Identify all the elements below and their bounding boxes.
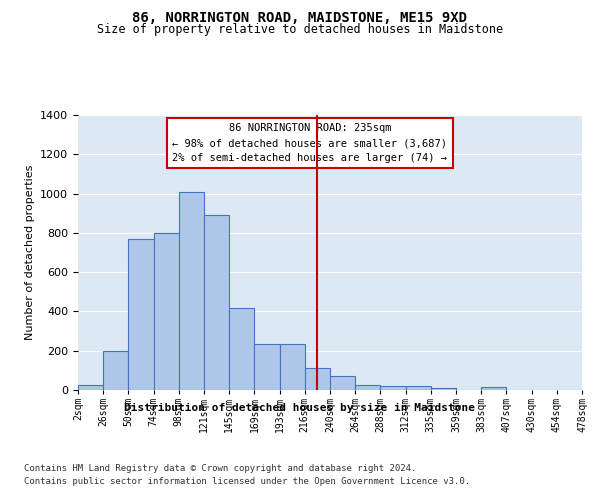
Bar [481, 387, 506, 390]
Y-axis label: Number of detached properties: Number of detached properties [25, 165, 35, 340]
Bar [204, 215, 229, 390]
Text: Contains HM Land Registry data © Crown copyright and database right 2024.: Contains HM Land Registry data © Crown c… [24, 464, 416, 473]
Text: Contains public sector information licensed under the Open Government Licence v3: Contains public sector information licen… [24, 477, 470, 486]
Bar [229, 308, 254, 390]
Bar [330, 376, 355, 390]
Bar [254, 344, 280, 390]
Bar [179, 192, 204, 390]
Text: 86, NORRINGTON ROAD, MAIDSTONE, ME15 9XD: 86, NORRINGTON ROAD, MAIDSTONE, ME15 9XD [133, 11, 467, 25]
Bar [431, 388, 456, 390]
Bar [78, 385, 103, 390]
Text: Size of property relative to detached houses in Maidstone: Size of property relative to detached ho… [97, 22, 503, 36]
Bar [280, 344, 305, 390]
Text: 86 NORRINGTON ROAD: 235sqm
← 98% of detached houses are smaller (3,687)
2% of se: 86 NORRINGTON ROAD: 235sqm ← 98% of deta… [172, 123, 448, 163]
Text: Distribution of detached houses by size in Maidstone: Distribution of detached houses by size … [125, 402, 476, 412]
Bar [128, 239, 154, 390]
Bar [380, 386, 406, 390]
Bar [154, 233, 179, 390]
Bar [355, 385, 380, 390]
Bar [305, 368, 330, 390]
Bar [103, 350, 128, 390]
Bar [406, 386, 431, 390]
